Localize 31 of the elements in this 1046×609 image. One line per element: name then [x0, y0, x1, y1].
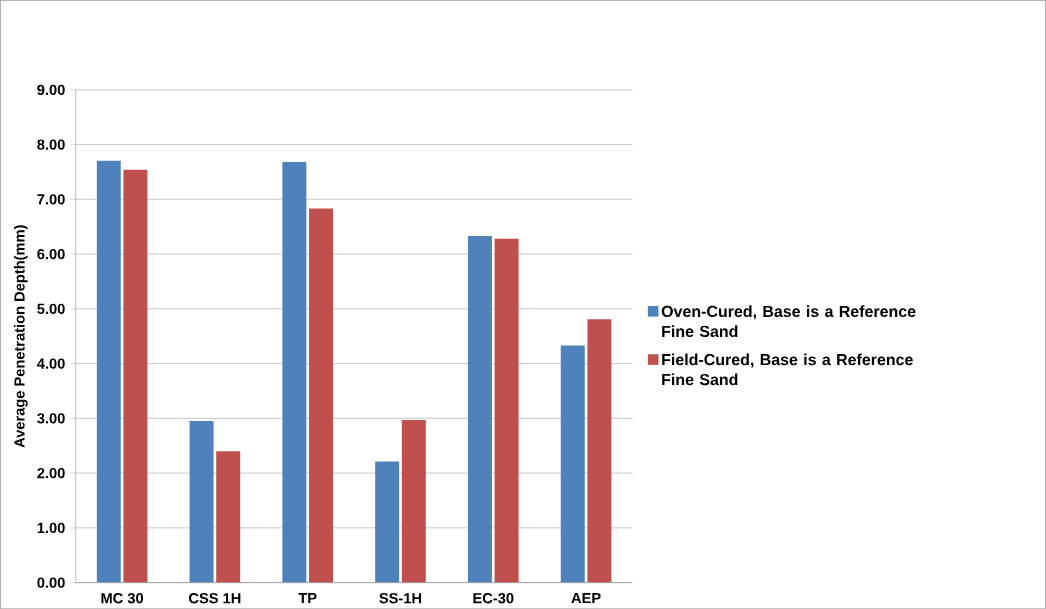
bar	[123, 169, 148, 583]
y-tick-label: 1.00	[37, 522, 65, 533]
x-tick-label: CSS 1H	[189, 592, 241, 604]
bar	[96, 160, 121, 583]
legend-label: Oven-Cured, Base is a Reference Fine Sand	[661, 305, 916, 337]
bar	[494, 238, 519, 583]
bar	[216, 450, 241, 583]
y-tick-label: 6.00	[37, 248, 65, 260]
bar	[282, 161, 307, 583]
y-tick-label: 0.00	[37, 577, 65, 588]
x-tick-label: SS-1H	[379, 592, 422, 604]
y-tick-label: 3.00	[37, 412, 65, 424]
bar	[309, 208, 333, 583]
y-tick-label: 7.00	[37, 193, 65, 205]
x-tick-label: EC-30	[473, 592, 514, 604]
bar	[467, 235, 492, 583]
y-tick-label: 4.00	[37, 358, 65, 369]
bar	[587, 319, 612, 583]
y-axis-title: Average Penetration Depth(mm)	[13, 225, 28, 448]
legend-label: Field-Cured, Base is a Reference Fine Sand	[662, 353, 913, 386]
x-tick-label: AEP	[571, 592, 601, 603]
y-tick-label: 5.00	[37, 303, 65, 314]
y-tick-label: 8.00	[37, 139, 65, 150]
y-tick-label: 9.00	[37, 84, 65, 95]
bar	[401, 419, 426, 583]
x-tick-label: TP	[298, 592, 317, 603]
bar	[560, 345, 585, 583]
bar	[189, 420, 214, 583]
bar	[375, 461, 400, 583]
x-tick-label: MC 30	[101, 592, 144, 604]
y-tick-label: 2.00	[37, 467, 65, 479]
